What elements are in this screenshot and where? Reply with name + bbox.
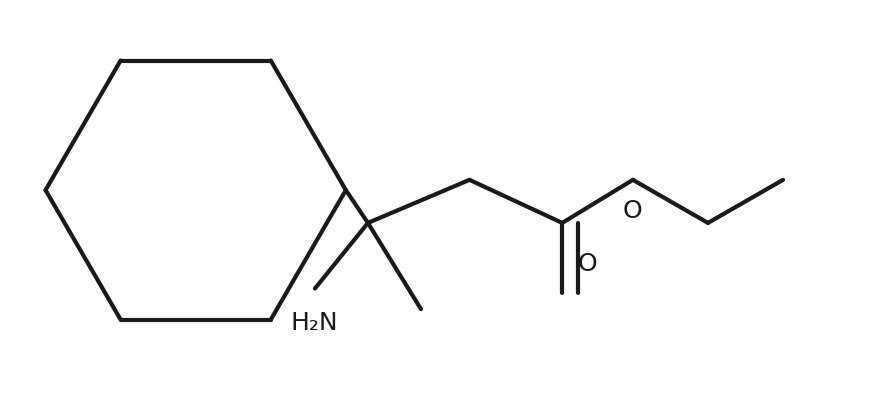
Text: O: O <box>623 199 642 223</box>
Text: O: O <box>577 252 597 276</box>
Text: H₂N: H₂N <box>291 311 338 335</box>
